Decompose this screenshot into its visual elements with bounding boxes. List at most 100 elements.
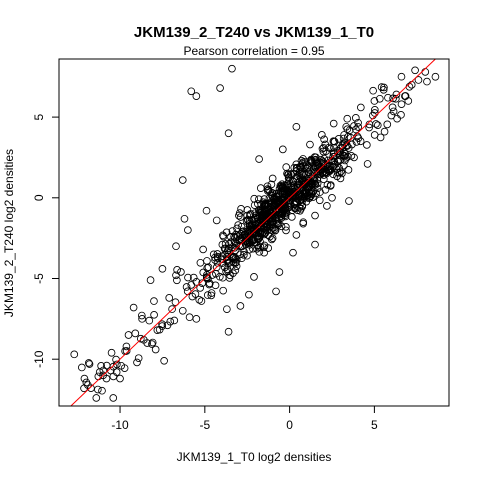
data-point xyxy=(388,103,397,112)
y-axis-label: JKM139_2_T240 log2 densities xyxy=(2,149,16,317)
data-point xyxy=(243,229,251,238)
data-point xyxy=(312,161,320,170)
data-point xyxy=(148,338,157,347)
x-tick-label: 5 xyxy=(371,418,378,432)
data-point xyxy=(212,269,220,278)
data-point xyxy=(354,123,363,131)
data-point xyxy=(178,306,187,315)
data-point xyxy=(282,163,291,171)
data-point xyxy=(299,219,307,228)
data-point xyxy=(180,214,189,223)
data-point xyxy=(326,166,335,174)
data-point xyxy=(131,329,140,338)
data-point xyxy=(97,362,105,370)
data-point xyxy=(310,176,319,185)
data-point xyxy=(109,394,118,402)
data-point xyxy=(256,228,265,237)
data-point xyxy=(197,297,206,305)
data-point xyxy=(224,327,233,336)
data-point xyxy=(112,355,120,364)
data-point xyxy=(203,257,211,265)
data-point xyxy=(151,345,160,354)
data-point xyxy=(242,240,250,249)
data-point xyxy=(145,316,154,325)
data-point xyxy=(98,386,106,395)
data-point xyxy=(423,77,431,86)
data-point xyxy=(263,185,272,193)
data-point xyxy=(202,274,211,283)
data-point xyxy=(392,94,400,103)
data-point xyxy=(106,366,115,375)
data-point xyxy=(311,240,319,249)
data-point xyxy=(303,179,312,187)
data-point xyxy=(77,363,86,372)
data-point xyxy=(350,122,358,130)
data-point xyxy=(334,135,343,143)
data-point xyxy=(198,279,206,287)
data-point xyxy=(276,181,285,190)
data-point xyxy=(370,97,379,105)
data-point xyxy=(310,168,318,177)
data-point xyxy=(228,227,237,235)
data-point xyxy=(325,167,334,176)
data-point xyxy=(82,378,91,387)
data-point xyxy=(243,206,252,214)
data-point xyxy=(133,358,141,367)
data-point xyxy=(345,126,354,135)
data-point xyxy=(282,223,290,231)
data-point xyxy=(173,276,181,285)
data-point xyxy=(177,268,185,276)
data-point xyxy=(379,86,388,94)
data-point xyxy=(240,231,249,240)
data-point xyxy=(389,94,397,103)
data-point xyxy=(301,162,310,171)
data-point xyxy=(94,385,102,394)
data-point xyxy=(87,384,95,393)
points-layer xyxy=(70,64,440,402)
data-point xyxy=(246,211,254,220)
data-point xyxy=(329,149,338,158)
data-point xyxy=(203,264,212,272)
data-point xyxy=(263,182,272,191)
data-point xyxy=(321,161,330,170)
data-point xyxy=(256,207,265,215)
x-tick-label: -5 xyxy=(199,418,210,432)
y-tick-label: 5 xyxy=(32,113,46,120)
data-point xyxy=(116,374,124,383)
data-point xyxy=(397,72,406,81)
data-point xyxy=(245,245,254,254)
data-point xyxy=(245,217,254,225)
data-point xyxy=(384,93,392,102)
data-point xyxy=(329,119,338,128)
data-point xyxy=(256,184,265,192)
data-point xyxy=(351,114,360,122)
data-point xyxy=(267,235,276,244)
data-point xyxy=(338,151,347,160)
data-point xyxy=(370,105,379,114)
data-point xyxy=(158,264,167,273)
data-point xyxy=(250,194,259,203)
data-point xyxy=(109,362,118,371)
data-point xyxy=(223,252,231,261)
data-point xyxy=(248,237,257,245)
data-point xyxy=(414,76,423,84)
data-point xyxy=(377,83,386,91)
reference-line-layer xyxy=(70,58,436,407)
data-point xyxy=(306,140,314,149)
data-point xyxy=(292,231,301,239)
data-point xyxy=(397,100,406,109)
data-point xyxy=(380,83,388,92)
data-point xyxy=(315,196,324,205)
data-point xyxy=(150,297,158,305)
data-point xyxy=(328,193,336,202)
data-point xyxy=(80,374,89,383)
data-point xyxy=(225,244,233,252)
data-point xyxy=(245,290,253,299)
data-point xyxy=(380,127,389,136)
data-point xyxy=(192,92,201,100)
data-point xyxy=(196,258,205,267)
data-point xyxy=(136,334,145,343)
chart-subtitle: Pearson correlation = 0.95 xyxy=(183,44,324,58)
y-tick-label: 0 xyxy=(32,194,46,201)
